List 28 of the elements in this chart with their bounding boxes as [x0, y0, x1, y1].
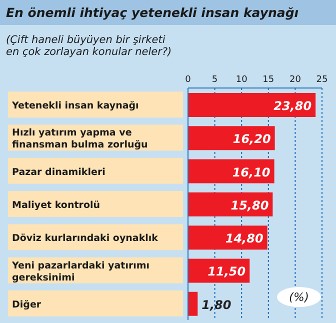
- x-tick-label: 25: [316, 75, 328, 85]
- annotation: (%): [289, 290, 309, 304]
- data-label: 14,80: [225, 232, 264, 246]
- y-tick-label: Hızlı yatırım yapma ve finansman bulma zorluğu: [12, 128, 148, 151]
- y-tick-label: Pazar dinamikleri: [12, 166, 106, 178]
- y-tick-label: Döviz kurlarındaki oynaklık: [12, 233, 159, 244]
- bar: [188, 292, 198, 316]
- bar: [188, 159, 274, 184]
- x-tick-label: 10: [236, 75, 248, 85]
- y-tick-label: Yetenekli insan kaynağı: [11, 100, 139, 112]
- bar: [188, 93, 316, 117]
- y-tick-label: Maliyet kontrolü: [12, 200, 100, 211]
- data-label: 16,10: [232, 165, 270, 180]
- data-label: 15,80: [230, 198, 269, 212]
- data-label: 16,20: [232, 132, 271, 146]
- x-tick-label: 15: [262, 75, 274, 85]
- data-label: 23,80: [274, 99, 312, 113]
- data-label: 1,80: [202, 298, 232, 312]
- chart-title: En önemli ihtiyaç yetenekli insan kaynağı: [0, 0, 336, 25]
- bar: [188, 126, 275, 150]
- x-tick-label: 20: [289, 75, 302, 85]
- text: (Çift haneli büyüyen bir şirketi en çok zorlayan konular neler?): [6, 34, 173, 58]
- y-tick-label: Yeni pazarlardaki yatırımı gereksinimi: [11, 260, 150, 284]
- oval-badge: (%): [276, 286, 322, 308]
- data-label: 11,50: [208, 264, 246, 279]
- x-tick-label: 0: [185, 75, 192, 85]
- y-tick-label: Diğer: [12, 299, 42, 310]
- x-tick-label: 5: [212, 75, 218, 85]
